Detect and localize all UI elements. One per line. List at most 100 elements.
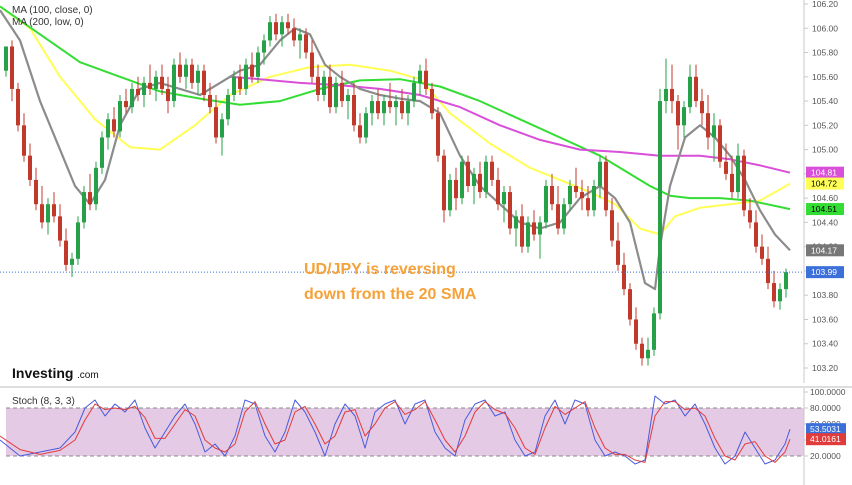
candle-body	[70, 258, 74, 265]
candle-body	[676, 101, 680, 126]
candle-body	[388, 101, 392, 108]
candle-body	[214, 107, 218, 138]
candle-body	[466, 161, 470, 186]
candle-body	[112, 119, 116, 132]
candle-body	[430, 88, 434, 114]
candle-body	[436, 113, 440, 156]
candle-body	[658, 101, 662, 314]
candle-body	[46, 204, 50, 223]
candle-body	[40, 204, 44, 223]
price-tick-label: 106.00	[812, 23, 838, 33]
price-badge	[806, 244, 844, 257]
stoch-badge-label: 53.5031	[810, 424, 841, 434]
candle-body	[550, 186, 554, 205]
candle-body	[16, 88, 20, 126]
price-tick-label: 103.20	[812, 363, 838, 373]
price-badge	[806, 266, 844, 279]
candle-body	[358, 125, 362, 138]
candle-body	[136, 88, 140, 95]
candle-body	[268, 22, 272, 41]
candle-body	[364, 113, 368, 138]
candle-body	[118, 101, 122, 132]
candle-body	[496, 179, 500, 205]
candle-body	[52, 204, 56, 217]
candle-body	[328, 76, 332, 108]
candle-body	[100, 137, 104, 168]
candle-body	[562, 204, 566, 229]
candle-body	[208, 95, 212, 108]
stoch-badge	[806, 433, 846, 446]
candle-body	[202, 70, 206, 95]
candle-body	[400, 101, 404, 114]
price-tick-label: 103.40	[812, 339, 838, 349]
candle-body	[754, 222, 758, 247]
candle-body	[22, 125, 26, 156]
stoch-tick-label: 80.0000	[810, 403, 841, 413]
candle-body	[34, 179, 38, 205]
price-badge-label: 104.17	[811, 245, 837, 255]
candle-body	[736, 155, 740, 193]
stoch-title: Stoch (8, 3, 3)	[12, 396, 75, 407]
price-pane: 106.20 106.00 105.80 105.60 105.40 105.20 105.…	[0, 0, 844, 383]
candle-body	[286, 22, 290, 29]
candle-body	[190, 64, 194, 83]
price-tick-label: 103.80	[812, 290, 838, 300]
candle-body	[448, 179, 452, 211]
candle-body	[472, 173, 476, 186]
candle-body	[340, 82, 344, 102]
logo-main-text: Investing	[12, 365, 73, 381]
stoch-badge-label: 41.0161	[810, 434, 841, 444]
candle-body	[280, 22, 284, 35]
candle-body	[628, 289, 632, 320]
candle-body	[382, 101, 386, 114]
price-tick-label: 105.00	[812, 145, 838, 155]
candle-body	[730, 173, 734, 193]
annotation-line-1: UD/JPY is reversing	[304, 261, 456, 278]
price-tick-label: 104.40	[812, 217, 838, 227]
candle-body	[706, 113, 710, 138]
candle-body	[76, 222, 80, 259]
candle-body	[316, 76, 320, 95]
legend-ma100: MA (100, close, 0)	[12, 5, 93, 16]
price-tick-label: 104.60	[812, 193, 838, 203]
candle-body	[94, 167, 98, 205]
candle-body	[166, 88, 170, 102]
candle-body	[334, 82, 338, 108]
stoch-tick-label: 100.0000	[810, 387, 846, 397]
candle-body	[580, 192, 584, 199]
candle-body	[604, 161, 608, 211]
candle-body	[556, 204, 560, 229]
candle-body	[238, 76, 242, 89]
candle-body	[298, 34, 302, 41]
candle-body	[196, 70, 200, 83]
investing-logo: Investing .com	[12, 365, 99, 381]
candle-body	[28, 155, 32, 180]
annotation-line-2: down from the 20 SMA	[304, 286, 477, 303]
candle-body	[646, 349, 650, 359]
candle-body	[424, 70, 428, 89]
price-badge-label: 104.81	[811, 168, 837, 178]
candle-body	[742, 155, 746, 211]
candle-body	[694, 76, 698, 102]
price-tick-label: 106.20	[812, 0, 838, 9]
candle-body	[274, 22, 278, 35]
price-badge-label: 104.72	[811, 179, 837, 189]
candle-body	[682, 107, 686, 126]
price-tick-label: 105.40	[812, 96, 838, 106]
price-tick-label: 103.60	[812, 314, 838, 324]
candle-body	[490, 161, 494, 180]
stoch-lines	[0, 395, 791, 465]
candle-body	[10, 46, 14, 89]
candle-body	[406, 101, 410, 114]
candle-body	[514, 216, 518, 229]
candle-body	[508, 192, 512, 229]
candle-body	[652, 313, 656, 350]
candle-body	[634, 319, 638, 344]
candle-body	[232, 76, 236, 95]
candle-body	[622, 264, 626, 290]
candle-body	[592, 186, 596, 211]
candle-body	[88, 192, 92, 205]
